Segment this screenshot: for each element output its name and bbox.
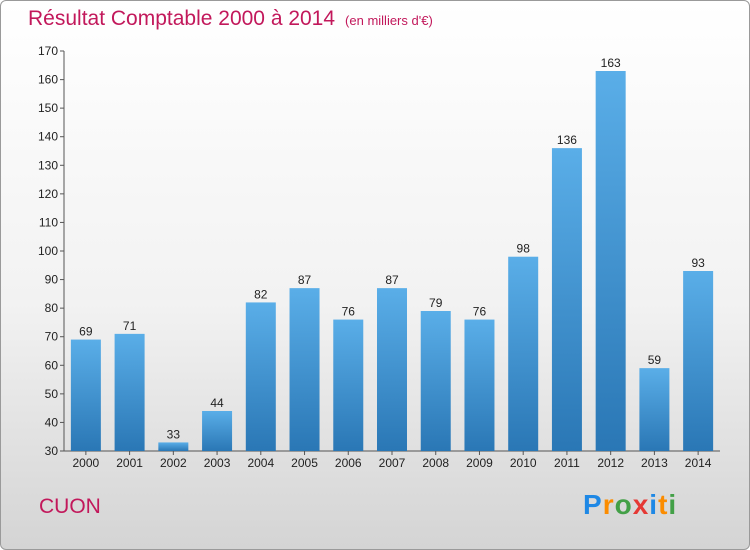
bar-2014: [683, 271, 714, 451]
bar-2002: [158, 442, 189, 451]
y-tick-label: 30: [45, 444, 59, 458]
data-label-2000: 69: [79, 325, 93, 339]
y-tick-label: 80: [45, 301, 59, 315]
y-tick-label: 40: [45, 415, 59, 429]
x-tick-label-2004: 2004: [247, 456, 274, 470]
data-label-2012: 163: [601, 56, 621, 70]
data-label-2007: 87: [385, 273, 399, 287]
x-tick-label-2008: 2008: [422, 456, 449, 470]
bar-2012: [595, 71, 626, 451]
x-tick-label-2003: 2003: [204, 456, 231, 470]
logo-letter: x: [632, 489, 650, 520]
data-label-2013: 59: [648, 353, 662, 367]
bar-2001: [114, 333, 145, 451]
x-tick-label-2007: 2007: [379, 456, 406, 470]
x-tick-label-2002: 2002: [160, 456, 187, 470]
logo-letter: P: [583, 489, 603, 520]
bar-2011: [551, 148, 582, 451]
bar-2005: [289, 288, 320, 451]
data-label-2006: 76: [342, 305, 356, 319]
data-label-2010: 98: [517, 242, 531, 256]
x-tick-label-2001: 2001: [116, 456, 143, 470]
bar-2000: [70, 339, 101, 451]
y-tick-label: 140: [38, 130, 58, 144]
data-label-2002: 33: [167, 427, 181, 441]
y-tick-label: 110: [39, 215, 58, 229]
chart-unit-note: (en milliers d'€): [345, 13, 433, 28]
x-tick-label-2005: 2005: [291, 456, 318, 470]
y-tick-label: 130: [38, 158, 58, 172]
data-label-2009: 76: [473, 305, 487, 319]
logo-letter: i: [649, 489, 659, 520]
y-tick-label: 70: [45, 330, 59, 344]
y-tick-label: 160: [38, 73, 58, 87]
commune-name: CUON: [39, 495, 101, 518]
y-tick-label: 50: [45, 387, 59, 401]
bar-2004: [245, 302, 276, 451]
bar-2009: [464, 319, 495, 451]
bar-2013: [639, 368, 670, 451]
data-label-2005: 87: [298, 273, 312, 287]
y-tick-label: 170: [38, 44, 58, 58]
proxiti-logo: Proxiti: [583, 489, 677, 521]
data-label-2008: 79: [429, 296, 443, 310]
chart-title-text: Résultat Comptable 2000 à 2014: [28, 7, 336, 30]
y-tick-label: 90: [45, 273, 59, 287]
y-tick-label: 100: [38, 244, 58, 258]
x-tick-label-2014: 2014: [685, 456, 712, 470]
logo-letter: t: [658, 489, 669, 520]
data-label-2014: 93: [691, 256, 705, 270]
logo-letter: i: [668, 489, 678, 520]
data-label-2001: 71: [123, 319, 137, 333]
bar-2003: [202, 411, 233, 451]
data-label-2003: 44: [210, 396, 224, 410]
x-tick-label-2010: 2010: [510, 456, 537, 470]
bar-2010: [508, 256, 539, 451]
logo-letter: o: [614, 489, 633, 520]
bar-2007: [377, 288, 407, 451]
data-label-2004: 82: [254, 287, 268, 301]
x-tick-label-2000: 2000: [73, 456, 100, 470]
x-tick-label-2012: 2012: [597, 456, 624, 470]
y-tick-label: 150: [38, 101, 58, 115]
y-tick-label: 60: [45, 358, 59, 372]
x-tick-label-2013: 2013: [641, 456, 668, 470]
bar-2006: [333, 319, 364, 451]
y-tick-label: 120: [38, 187, 58, 201]
bar-2008: [420, 311, 451, 451]
chart-title: Résultat Comptable 2000 à 2014 (en millie…: [28, 7, 433, 31]
x-tick-label-2006: 2006: [335, 456, 362, 470]
data-label-2011: 136: [557, 133, 577, 147]
x-tick-label-2011: 2011: [554, 456, 580, 470]
logo-letter: r: [602, 489, 615, 520]
x-tick-label-2009: 2009: [466, 456, 493, 470]
